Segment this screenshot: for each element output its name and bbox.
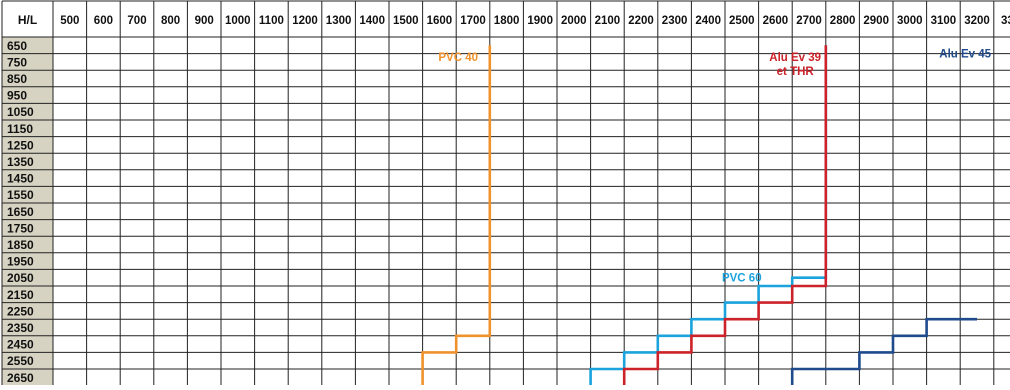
x-tick-label: 2800	[830, 15, 856, 27]
y-tick-label: 2350	[7, 321, 34, 335]
x-tick-label: 1700	[460, 15, 486, 27]
series-line	[790, 317, 977, 385]
x-tick-label: 2200	[628, 15, 654, 27]
series-label: PVC 60	[722, 273, 762, 285]
y-tick-label: 1950	[7, 255, 34, 269]
x-tick-label: 330	[1001, 15, 1010, 27]
x-tick-label: 1200	[292, 15, 318, 27]
x-tick-label: 3200	[964, 15, 990, 27]
y-tick-label: 2650	[7, 371, 34, 385]
y-tick-label: 1350	[7, 155, 34, 169]
y-tick-label: 1150	[7, 122, 33, 136]
row-header-background	[2, 37, 53, 385]
y-tick-label: 2450	[7, 338, 34, 352]
x-tick-label: 3100	[931, 15, 957, 27]
y-tick-label: 2150	[7, 288, 34, 302]
x-tick-label: 1800	[494, 15, 520, 27]
series-label: PVC 40	[438, 52, 478, 64]
series-label: Alu Ev 39	[769, 52, 821, 64]
y-tick-label: 850	[7, 72, 27, 86]
x-tick-label: 2700	[796, 15, 822, 27]
y-tick-label: 1050	[7, 105, 34, 119]
y-tick-label: 2550	[7, 354, 34, 368]
series-label: et THR	[777, 66, 815, 78]
y-tick-label: 1850	[7, 238, 34, 252]
x-tick-label: 2000	[561, 15, 587, 27]
y-tick-label: 750	[7, 55, 27, 69]
y-tick-label: 1650	[7, 205, 34, 219]
x-tick-label: 2900	[863, 15, 889, 27]
x-tick-label: 1400	[359, 15, 385, 27]
x-tick-label: 2500	[729, 15, 755, 27]
x-tick-label: 600	[94, 15, 113, 27]
y-tick-label: 1750	[7, 221, 34, 235]
x-tick-label: 1300	[326, 15, 352, 27]
series-line	[622, 45, 828, 385]
x-tick-label: 2100	[595, 15, 621, 27]
x-tick-label: 1500	[393, 15, 419, 27]
y-tick-label: 1550	[7, 188, 34, 202]
y-tick-label: 1250	[7, 138, 34, 152]
x-tick-label: 2400	[695, 15, 721, 27]
series-line	[589, 45, 828, 385]
y-tick-label: 650	[7, 39, 27, 53]
y-tick-label: 2250	[7, 304, 34, 318]
x-tick-label: 700	[127, 15, 146, 27]
x-tick-label: 3000	[897, 15, 923, 27]
y-tick-label: 2050	[7, 271, 34, 285]
series-line	[421, 45, 492, 385]
y-tick-label: 950	[7, 89, 27, 103]
series-label: Alu Ev 45	[939, 49, 991, 61]
x-tick-label: 2600	[763, 15, 789, 27]
x-tick-label: 1600	[427, 15, 453, 27]
x-tick-label: 900	[195, 15, 214, 27]
x-tick-label: 800	[161, 15, 180, 27]
corner-label: H/L	[18, 13, 37, 27]
x-tick-label: 2300	[662, 15, 688, 27]
x-tick-label: 1100	[259, 15, 284, 27]
x-tick-label: 500	[60, 15, 79, 27]
x-tick-label: 1000	[225, 15, 251, 27]
y-tick-label: 1450	[7, 172, 34, 186]
x-tick-label: 1900	[527, 15, 553, 27]
